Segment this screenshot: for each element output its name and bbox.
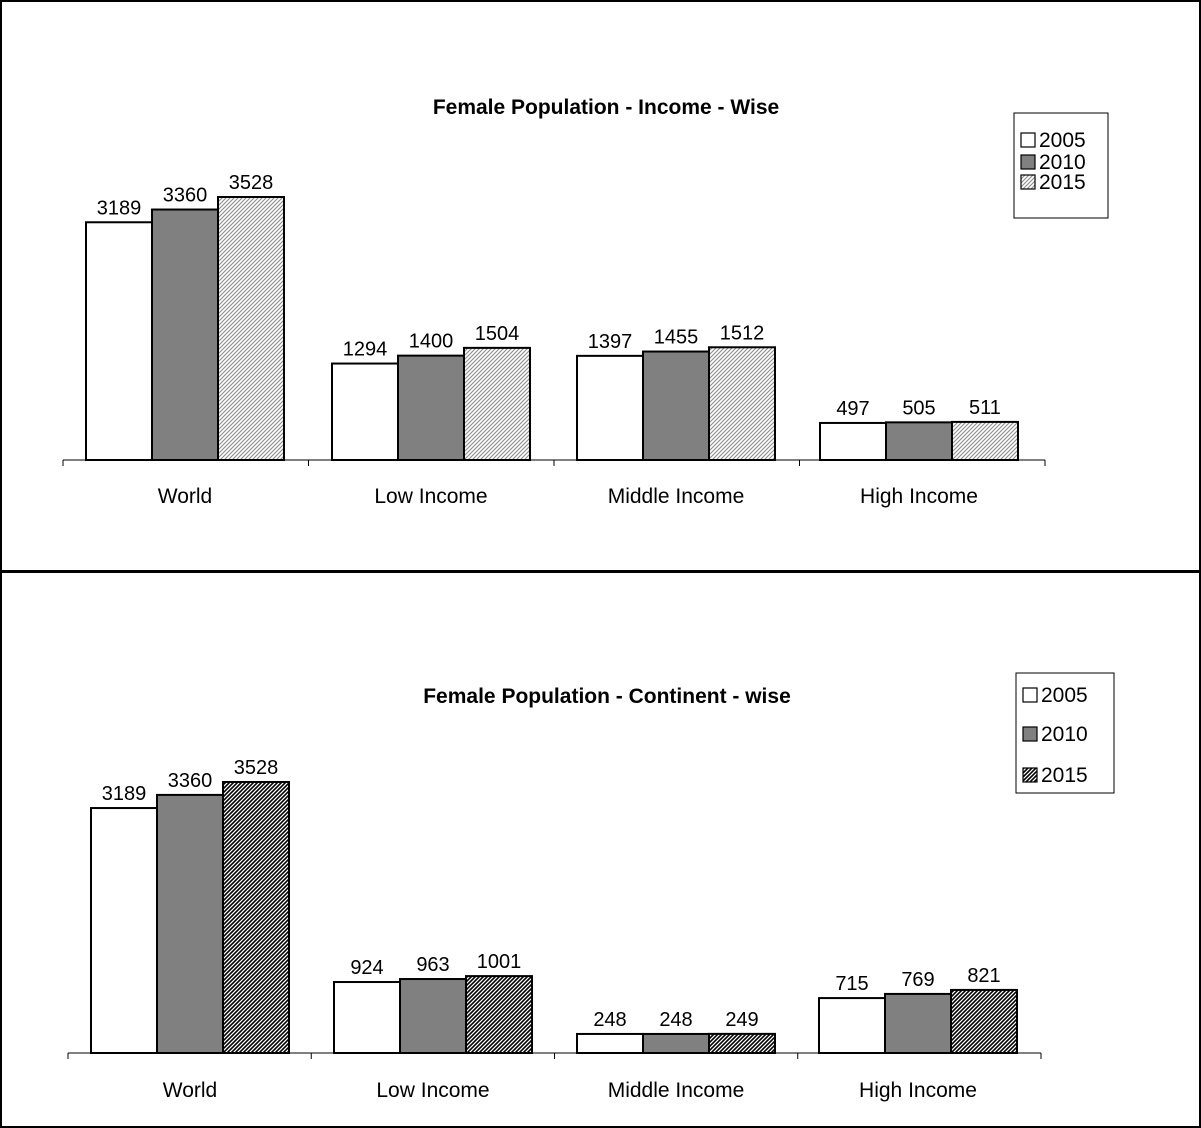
bar-middle-income-2010 xyxy=(642,350,710,461)
legend-label: 2010 xyxy=(1041,723,1088,746)
chart-1-value-labels: 3189 3360 3528 1294 1400 1504 1397 1455 1512 497 5… xyxy=(97,172,1001,420)
bar-world-2010 xyxy=(151,208,219,461)
data-label: 3528 xyxy=(234,757,279,779)
data-label: 248 xyxy=(593,1009,626,1031)
category-label: Middle Income xyxy=(608,485,745,508)
bar-high-income-2010 xyxy=(884,992,952,1055)
bar-middle-income-2015 xyxy=(708,1032,776,1054)
legend-swatch xyxy=(1022,726,1038,742)
bar-low-income-2010 xyxy=(399,978,467,1055)
bar-high-income-2005 xyxy=(819,421,887,462)
category-label: Low Income xyxy=(376,1079,489,1102)
chart-2-title: Female Population - Continent - wise xyxy=(423,685,791,708)
legend-swatch xyxy=(1020,174,1036,190)
chart-2-value-labels: 3189 3360 3528 924 963 1001 248 248 249 715 769 821 xyxy=(102,757,1001,1031)
data-label: 1294 xyxy=(343,339,388,361)
legend-label: 2005 xyxy=(1041,684,1088,707)
chart-2-category-labels: World Low Income Middle Income High Income xyxy=(163,1079,977,1102)
bar-low-income-2005 xyxy=(331,362,399,461)
data-label: 924 xyxy=(350,957,383,979)
bar-high-income-2015 xyxy=(950,988,1018,1055)
chart-2: Female Population - Continent - wise 318… xyxy=(67,672,1115,1102)
legend-swatch xyxy=(1022,767,1038,783)
chart-1-x-axis xyxy=(62,459,1046,466)
bar-low-income-2010 xyxy=(397,354,465,461)
data-label: 1001 xyxy=(477,951,522,973)
data-label: 1512 xyxy=(720,322,765,344)
data-label: 1397 xyxy=(588,331,633,353)
chart-1-bars xyxy=(85,196,1019,462)
data-label: 715 xyxy=(835,973,868,995)
chart-2-frame xyxy=(0,571,1201,1128)
bar-low-income-2005 xyxy=(333,981,401,1054)
data-label: 3528 xyxy=(229,172,274,194)
data-label: 511 xyxy=(969,397,1001,419)
bar-world-2015 xyxy=(222,781,290,1054)
data-label: 1400 xyxy=(409,331,454,353)
category-label: World xyxy=(163,1079,217,1102)
chart-1-category-labels: World Low Income Middle Income High Income xyxy=(158,485,978,508)
legend-label: 2005 xyxy=(1039,129,1086,152)
bar-high-income-2015 xyxy=(951,420,1019,461)
category-label: Low Income xyxy=(374,485,487,508)
data-label: 1504 xyxy=(475,323,520,345)
bar-world-2005 xyxy=(85,221,153,461)
data-label: 963 xyxy=(416,954,449,976)
chart-2-x-axis xyxy=(67,1052,1042,1059)
data-label: 249 xyxy=(725,1009,758,1031)
bar-world-2010 xyxy=(156,793,224,1055)
category-label: Middle Income xyxy=(608,1079,745,1102)
bar-middle-income-2005 xyxy=(576,1032,644,1054)
data-label: 3360 xyxy=(163,185,208,207)
bar-high-income-2005 xyxy=(818,997,886,1054)
category-label: World xyxy=(158,485,212,508)
category-label: High Income xyxy=(860,485,978,508)
data-label: 3189 xyxy=(97,197,142,219)
legend-label: 2010 xyxy=(1039,151,1086,174)
bar-middle-income-2015 xyxy=(708,346,776,461)
data-label: 1455 xyxy=(654,327,699,349)
bar-low-income-2015 xyxy=(465,975,533,1055)
legend-label: 2015 xyxy=(1041,764,1088,787)
legend-label: 2015 xyxy=(1039,171,1086,194)
data-label: 821 xyxy=(967,965,1000,987)
chart-2-bars xyxy=(90,781,1018,1055)
legend-swatch xyxy=(1020,154,1036,170)
bar-low-income-2015 xyxy=(463,346,531,461)
chart-1: Female Population - Income - Wise 3189 33… xyxy=(62,96,1109,508)
data-label: 248 xyxy=(659,1009,692,1031)
bar-world-2005 xyxy=(90,807,158,1055)
bar-high-income-2010 xyxy=(885,421,953,462)
chart-1-title: Female Population - Income - Wise xyxy=(433,96,779,119)
bar-middle-income-2010 xyxy=(642,1032,710,1054)
legend-swatch xyxy=(1022,687,1038,703)
data-label: 3189 xyxy=(102,783,147,805)
category-label: High Income xyxy=(859,1079,977,1102)
chart-2-legend: 2005 2010 2015 xyxy=(1015,672,1115,794)
bar-world-2015 xyxy=(217,196,285,461)
legend-swatch xyxy=(1020,132,1036,148)
data-label: 505 xyxy=(902,397,935,419)
data-label: 3360 xyxy=(168,770,213,792)
data-label: 497 xyxy=(836,398,869,420)
bar-middle-income-2005 xyxy=(576,354,644,461)
data-label: 769 xyxy=(901,969,934,991)
